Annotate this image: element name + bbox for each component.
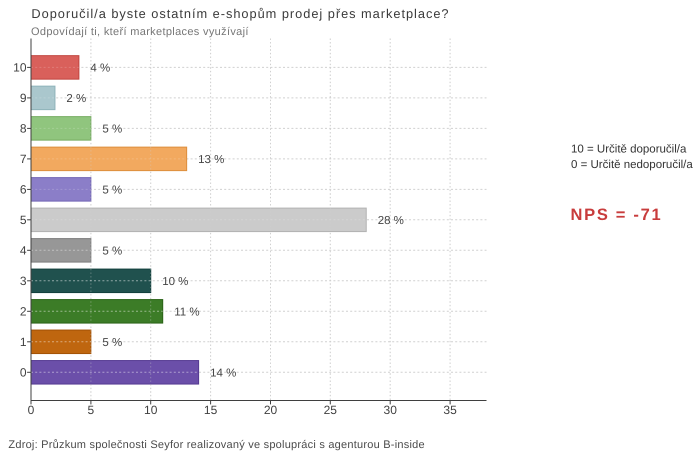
svg-text:25: 25 (324, 403, 338, 417)
svg-text:NPS = -71: NPS = -71 (571, 206, 663, 224)
svg-text:8: 8 (20, 122, 27, 136)
svg-text:5 %: 5 % (102, 245, 122, 257)
svg-text:0 = Určitě nedoporučil/a: 0 = Určitě nedoporučil/a (571, 159, 693, 171)
svg-text:4: 4 (20, 244, 27, 258)
svg-text:0: 0 (28, 403, 35, 417)
svg-text:7: 7 (20, 152, 27, 166)
svg-text:10: 10 (13, 61, 27, 75)
svg-text:10 %: 10 % (162, 276, 188, 288)
svg-text:10 = Určitě doporučil/a: 10 = Určitě doporučil/a (571, 144, 687, 156)
svg-text:30: 30 (384, 403, 398, 417)
svg-text:35: 35 (443, 403, 457, 417)
svg-text:Doporučil/a byste ostatním e-s: Doporučil/a byste ostatním e-shopům prod… (31, 6, 449, 21)
svg-text:6: 6 (20, 183, 27, 197)
svg-text:Zdroj: Průzkum společnosti Sey: Zdroj: Průzkum společnosti Seyfor realiz… (8, 439, 424, 451)
svg-text:2 %: 2 % (66, 93, 86, 105)
svg-text:2: 2 (20, 305, 27, 319)
svg-text:20: 20 (264, 403, 278, 417)
svg-text:10: 10 (144, 403, 158, 417)
svg-text:15: 15 (204, 403, 218, 417)
svg-text:5 %: 5 % (102, 337, 122, 349)
svg-text:5: 5 (88, 403, 95, 417)
svg-text:11 %: 11 % (174, 306, 199, 318)
svg-text:28 %: 28 % (378, 215, 404, 227)
svg-text:5: 5 (20, 213, 27, 227)
svg-text:9: 9 (20, 91, 27, 105)
svg-text:13 %: 13 % (198, 154, 224, 166)
svg-text:3: 3 (20, 274, 27, 288)
svg-text:Odpovídají ti, kteří marketpla: Odpovídají ti, kteří marketplaces využív… (31, 26, 249, 38)
svg-text:1: 1 (20, 335, 27, 349)
svg-text:14 %: 14 % (210, 367, 236, 379)
svg-text:5 %: 5 % (102, 184, 122, 196)
svg-text:4 %: 4 % (90, 62, 110, 74)
svg-text:0: 0 (20, 366, 27, 380)
svg-text:5 %: 5 % (102, 123, 122, 135)
